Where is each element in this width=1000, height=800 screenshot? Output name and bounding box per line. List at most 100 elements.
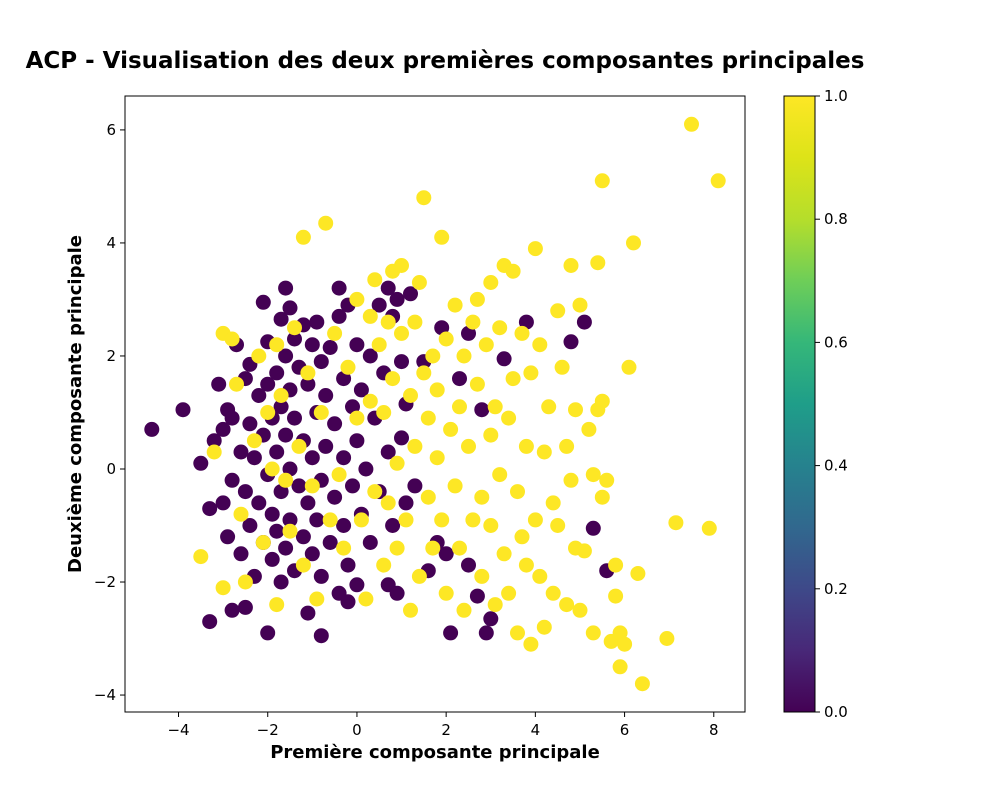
data-point-class-0 <box>318 438 334 454</box>
data-point-class-1 <box>353 512 369 528</box>
data-point-class-1 <box>407 314 423 330</box>
data-point-class-0 <box>309 512 325 528</box>
data-point-class-0 <box>362 535 378 550</box>
data-point-class-1 <box>429 450 445 466</box>
data-point-class-1 <box>251 348 267 364</box>
data-point-class-1 <box>483 518 499 533</box>
data-point-class-1 <box>465 512 481 528</box>
data-point-class-0 <box>389 585 405 601</box>
data-point-class-1 <box>456 348 472 364</box>
data-point-class-1 <box>264 461 280 477</box>
data-point-class-1 <box>313 405 329 420</box>
data-point-class-1 <box>465 314 481 330</box>
data-point-class-1 <box>545 495 561 511</box>
data-point-class-1 <box>376 405 392 420</box>
data-point-class-1 <box>304 478 320 494</box>
data-point-class-1 <box>394 258 409 273</box>
data-point-class-0 <box>358 461 374 477</box>
x-tick-label: 8 <box>709 721 719 739</box>
data-point-class-1 <box>501 585 517 601</box>
data-point-class-1 <box>336 540 352 556</box>
data-point-class-0 <box>380 280 396 296</box>
data-point-class-0 <box>202 614 218 630</box>
colorbar-tick-label: 0.4 <box>824 457 848 475</box>
data-point-class-0 <box>461 325 476 341</box>
data-point-class-1 <box>349 410 365 426</box>
plot-frame <box>124 95 746 713</box>
data-point-class-1 <box>287 320 302 336</box>
data-point-class-0 <box>443 625 459 641</box>
data-point-class-1 <box>394 325 409 341</box>
data-point-class-0 <box>287 331 302 347</box>
data-point-class-1 <box>385 371 401 387</box>
data-point-class-1 <box>469 291 485 307</box>
data-point-class-1 <box>585 625 601 641</box>
data-point-class-1 <box>420 489 436 505</box>
data-point-class-1 <box>452 540 467 556</box>
data-point-class-0 <box>278 540 294 556</box>
data-point-class-1 <box>594 489 610 505</box>
data-point-class-1 <box>510 484 525 500</box>
data-point-class-0 <box>224 410 240 426</box>
data-point-class-1 <box>523 636 539 652</box>
data-point-class-1 <box>215 580 231 596</box>
data-point-class-1 <box>581 421 597 437</box>
data-point-class-1 <box>318 215 334 231</box>
data-point-class-1 <box>349 291 365 307</box>
y-tick-label: 0 <box>106 460 116 478</box>
data-point-class-0 <box>304 450 320 466</box>
data-point-class-1 <box>505 263 521 279</box>
colorbar-axis: 0.0 0.2 0.4 0.6 0.8 1.0 <box>815 87 848 721</box>
data-point-class-0 <box>233 546 249 562</box>
data-point-class-0 <box>282 461 298 477</box>
data-point-class-1 <box>554 359 570 375</box>
data-point-class-0 <box>202 501 218 517</box>
data-point-class-1 <box>380 314 396 330</box>
scatter-points <box>144 116 726 692</box>
data-point-class-1 <box>367 484 383 500</box>
data-point-class-0 <box>233 444 249 460</box>
data-point-class-1 <box>233 506 249 522</box>
data-point-class-0 <box>251 495 267 511</box>
data-point-class-0 <box>278 348 294 364</box>
data-point-class-1 <box>483 275 499 290</box>
data-point-class-0 <box>304 337 320 353</box>
data-point-class-1 <box>630 566 646 581</box>
data-point-class-0 <box>394 430 409 446</box>
y-tick-label: −2 <box>94 573 116 591</box>
data-point-class-0 <box>318 388 334 403</box>
data-point-class-0 <box>313 568 329 584</box>
data-point-class-0 <box>576 314 592 330</box>
data-point-class-0 <box>518 314 534 330</box>
data-point-class-1 <box>659 631 675 646</box>
data-point-class-1 <box>469 376 485 392</box>
data-point-class-1 <box>483 427 499 443</box>
data-point-class-0 <box>345 478 360 494</box>
data-point-class-0 <box>264 506 280 522</box>
data-point-class-1 <box>487 399 503 415</box>
data-point-class-1 <box>621 359 637 375</box>
data-point-class-1 <box>532 337 548 353</box>
data-point-class-1 <box>590 255 606 271</box>
data-point-class-1 <box>434 229 450 245</box>
y-axis-label: Deuxième composante principale <box>65 235 86 573</box>
y-tick-label: 6 <box>106 121 116 139</box>
data-point-class-1 <box>438 585 454 601</box>
chart-title: ACP - Visualisation des deux premières c… <box>26 48 865 74</box>
data-point-class-1 <box>367 272 383 288</box>
data-point-class-0 <box>215 495 231 511</box>
data-point-class-1 <box>608 557 624 573</box>
data-point-class-1 <box>532 568 548 584</box>
data-point-class-1 <box>612 659 628 675</box>
data-point-class-0 <box>300 376 316 392</box>
data-point-class-1 <box>541 399 557 415</box>
data-point-class-0 <box>220 529 236 545</box>
data-point-class-0 <box>362 348 378 364</box>
data-point-class-0 <box>345 399 360 415</box>
data-point-class-1 <box>273 388 289 403</box>
data-point-class-1 <box>452 399 467 415</box>
data-point-class-1 <box>224 331 240 347</box>
data-point-class-0 <box>483 611 499 627</box>
data-point-class-1 <box>403 602 418 618</box>
data-point-class-1 <box>322 512 338 528</box>
